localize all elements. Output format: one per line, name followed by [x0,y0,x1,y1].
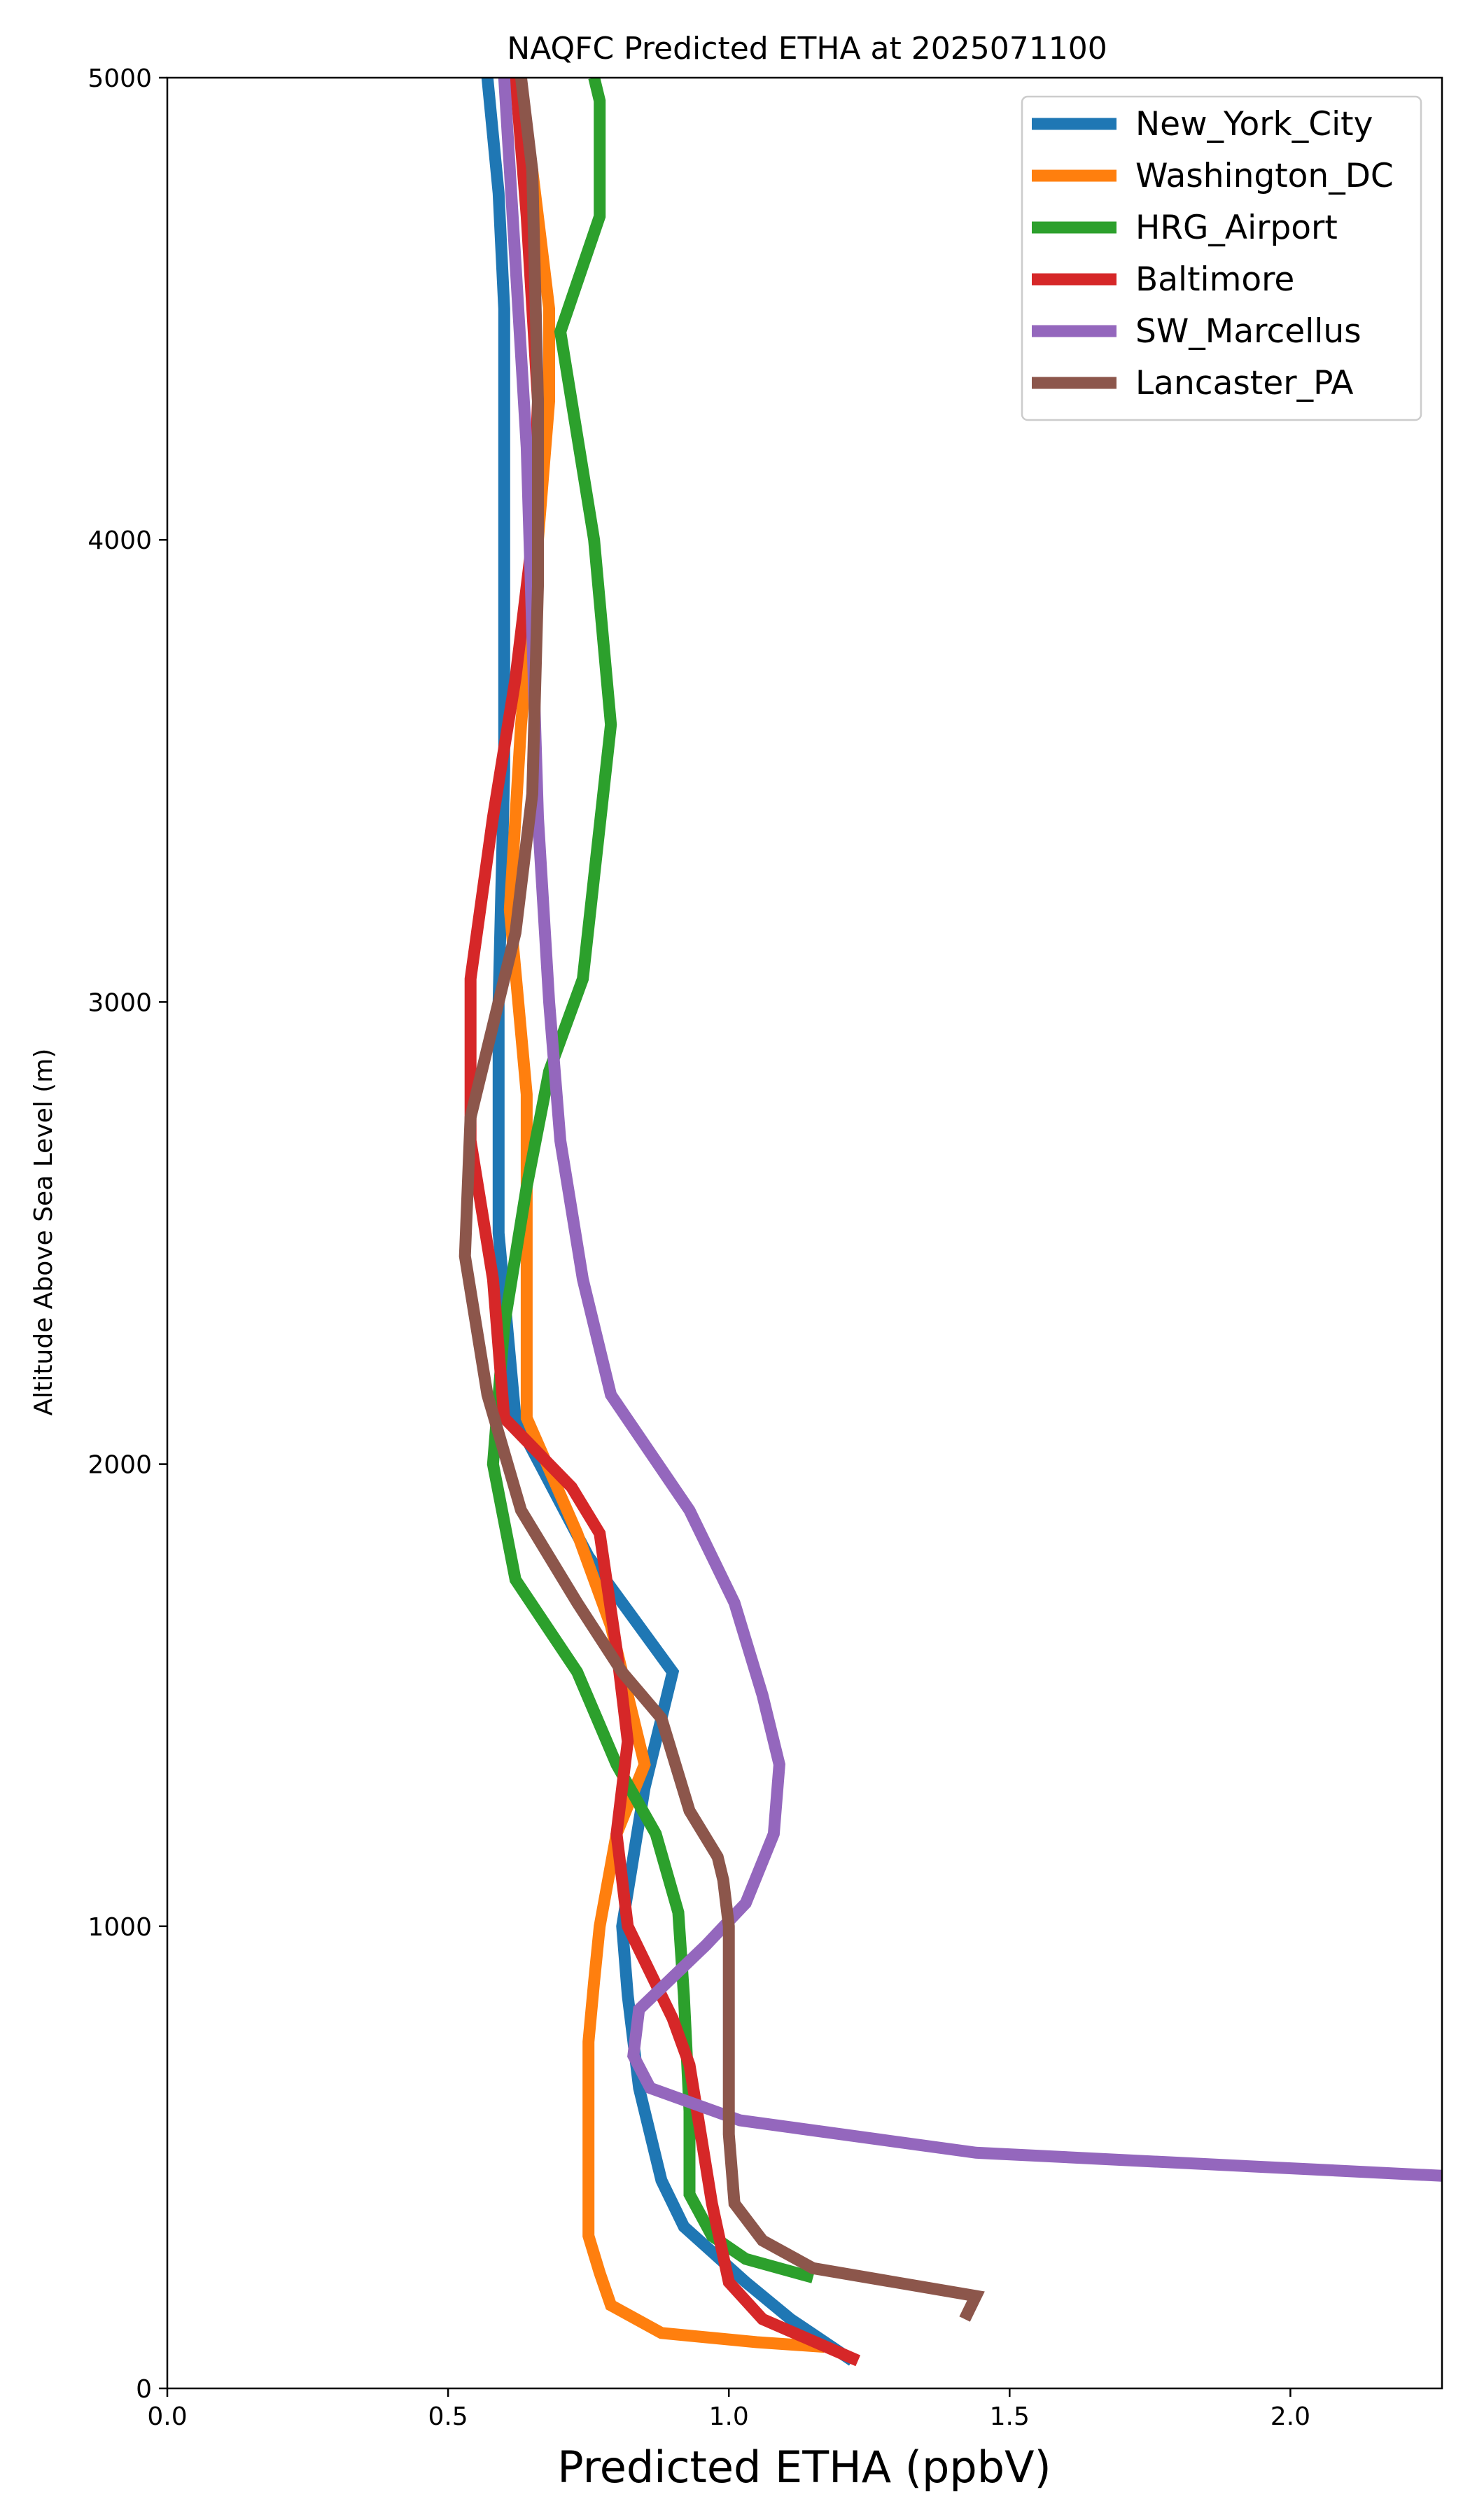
legend-label-sw-marcellus: SW_Marcellus [1135,312,1362,351]
legend-label-hrg-airport: HRG_Airport [1135,209,1338,247]
series-line-lancaster-pa [458,78,985,2322]
series-line-hrg-airport [486,78,815,2283]
x-tick-label: 1.0 [709,2402,749,2431]
y-axis-label: Altitude Above Sea Level (m) [29,1049,58,1416]
y-tick-label: 4000 [88,526,152,555]
legend-label-washington-dc: Washington_DC [1135,157,1394,195]
legend-label-lancaster-pa: Lancaster_PA [1135,364,1354,402]
y-tick-label: 5000 [88,64,152,93]
y-tick-label: 1000 [88,1913,152,1942]
y-tick-label: 3000 [88,988,152,1017]
legend-label-baltimore: Baltimore [1135,260,1294,299]
y-ticks: 0 1000 2000 3000 4000 5000 [88,64,167,2404]
legend-label-new-york-city: New_York_City [1135,105,1373,144]
series-layer [458,78,1442,2367]
x-ticks: 0.0 0.5 1.0 1.5 2.0 [147,2388,1310,2431]
chart-title: NAQFC Predicted ETHA at 2025071100 [507,31,1107,66]
series-line-baltimore [464,78,861,2367]
legend-box [1021,95,1422,421]
x-tick-label: 0.5 [428,2402,468,2431]
x-axis-label: Predicted ETHA (ppbV) [557,2442,1051,2493]
x-tick-label: 2.0 [1270,2402,1310,2431]
y-tick-label: 2000 [88,1451,152,1480]
series-line-new-york-city [481,78,856,2366]
x-tick-label: 0.0 [147,2402,187,2431]
axes-frame [166,76,1443,2390]
legend: New_York_City Washington_DC HRG_Airport Bal… [1021,95,1422,421]
y-tick-label: 0 [136,2375,152,2404]
x-tick-label: 1.5 [990,2402,1030,2431]
legend-entries: New_York_City Washington_DC HRG_Airport Bal… [1032,105,1394,402]
